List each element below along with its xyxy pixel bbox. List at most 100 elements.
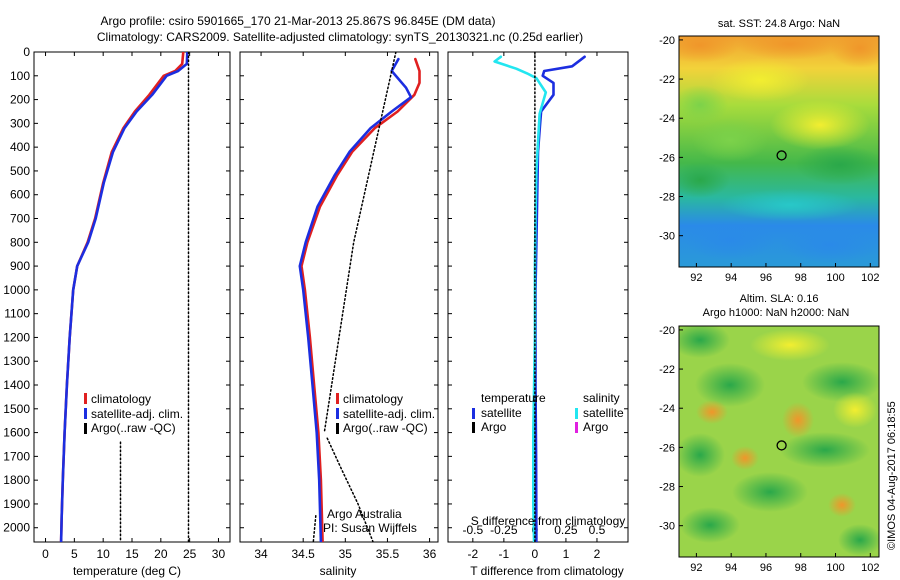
sla-orange-patch — [782, 402, 814, 438]
map-y-tick-label: -24 — [659, 113, 675, 125]
legend-label-satellite: satellite-adj. clim. — [91, 407, 183, 421]
sla-map-field — [679, 326, 879, 557]
sst-map-axes: 92 94 96 98 100 102 -20 -22 -24 -26 -28 -30 — [659, 35, 879, 284]
map-y-tick-label: -24 — [659, 403, 675, 415]
y-tick-label: 200 — [10, 93, 30, 107]
x-tick-label: 35.5 — [376, 547, 400, 561]
sst-lightgreen-patch — [692, 118, 768, 162]
y-tick-label: 2000 — [3, 521, 30, 535]
legend-swatch-climatology — [336, 393, 339, 404]
map-x-tick-label: 94 — [725, 272, 737, 284]
y-tick-label: 400 — [10, 140, 30, 154]
legend-label-climatology: climatology — [343, 392, 403, 406]
y-tick-label: 1500 — [3, 402, 30, 416]
argo-location-marker — [776, 150, 787, 161]
map-y-tick-label: -26 — [659, 152, 675, 164]
imos-credit: ©IMOS 04-Aug-2017 06:18:55 — [886, 401, 898, 550]
salinity-xlabel: salinity — [320, 564, 357, 578]
y-tick-label: 1400 — [3, 378, 30, 392]
sla-green-patch — [679, 326, 730, 358]
y-tick-label: 1700 — [3, 449, 30, 463]
sst-green-patch — [679, 162, 730, 198]
series-line-salinity-satellite — [493, 55, 548, 542]
x-tick-label: 0 — [42, 547, 49, 561]
legend-swatch-t-satellite — [472, 408, 475, 419]
map-x-tick-label: 98 — [795, 562, 807, 574]
legend-swatch-climatology — [84, 393, 87, 404]
x-tick-label: 10 — [96, 547, 110, 561]
sst-warm-patch — [679, 36, 740, 63]
difference-axes: -2 -1 0 1 2-0.5 -0.25 0 0.25 0.5 — [448, 51, 628, 561]
legend-label-climatology: climatology — [91, 392, 151, 406]
difference-series — [493, 52, 586, 542]
x-tick-label: 5 — [71, 547, 78, 561]
x-tick-label: 15 — [125, 547, 139, 561]
sst-blue-patch — [685, 220, 775, 260]
y-tick-label: 800 — [10, 235, 30, 249]
series-line-temperature-satellite — [534, 55, 586, 542]
legend-label-argo: Argo(..raw -QC) — [343, 421, 428, 435]
series-line-argo-raw-qc- — [326, 436, 374, 542]
sla-map-subtitle: Argo h1000: NaN h2000: NaN — [703, 307, 850, 319]
map-x-tick-label: 100 — [826, 272, 844, 284]
series-line-satellite-adj-clim- — [298, 57, 413, 542]
sla-green-patch — [838, 524, 879, 556]
map-y-tick-label: -20 — [659, 325, 675, 337]
argo-location-marker — [776, 440, 787, 451]
s-tick-label: -0.5 — [462, 523, 483, 537]
legend-swatch-argo — [336, 423, 339, 434]
legend-heading-salinity: salinity — [583, 391, 620, 405]
x-tick-label: 30 — [212, 547, 226, 561]
sla-green-patch — [802, 362, 879, 402]
map-x-tick-label: 96 — [760, 562, 772, 574]
s-tick-label: 0.25 — [554, 523, 578, 537]
x-tick-label: 0 — [532, 547, 539, 561]
map-x-tick-label: 96 — [760, 272, 772, 284]
legend-heading-temperature: temperature — [481, 391, 546, 405]
sst-yellow-patch — [710, 58, 810, 102]
map-y-tick-label: -30 — [659, 231, 675, 243]
x-tick-label: 25 — [183, 547, 197, 561]
sst-warm-patch — [830, 36, 879, 68]
map-y-tick-label: -22 — [659, 74, 675, 86]
sla-orange-patch — [696, 400, 728, 424]
annotation-argo-australia: Argo Australia — [327, 507, 402, 521]
map-y-tick-label: -28 — [659, 482, 675, 494]
sst-cyan-patch — [720, 189, 860, 221]
x-tick-label: 34 — [254, 547, 268, 561]
y-tick-label: 1300 — [3, 354, 30, 368]
map-x-tick-label: 100 — [826, 562, 844, 574]
y-tick-label: 600 — [10, 188, 30, 202]
x-tick-label: -1 — [499, 547, 510, 561]
salinity-legend: climatology satellite-adj. clim. Argo(..… — [323, 392, 435, 535]
sst-map-title: sat. SST: 24.8 Argo: NaN — [718, 18, 840, 30]
annotation-pi: PI: Susan Wijffels — [323, 521, 417, 535]
map-x-tick-label: 98 — [795, 272, 807, 284]
series-line-satellite-adj-clim- — [59, 52, 189, 542]
sst-map-field — [679, 36, 879, 267]
map-y-tick-label: -30 — [659, 521, 675, 533]
legend-label-argo: Argo(..raw -QC) — [91, 421, 176, 435]
temperature-xlabel: temperature (deg C) — [73, 564, 181, 578]
y-tick-label: 1600 — [3, 426, 30, 440]
y-tick-label: 1200 — [3, 330, 30, 344]
series-line-climatology — [59, 52, 185, 542]
legend-label-t-argo: Argo — [481, 420, 507, 434]
figure-subtitle: Climatology: CARS2009. Satellite-adjuste… — [97, 30, 583, 44]
map-x-tick-label: 94 — [725, 562, 737, 574]
salinity-series — [298, 52, 421, 542]
y-tick-label: 500 — [10, 164, 30, 178]
y-tick-label: 1900 — [3, 497, 30, 511]
map-x-tick-label: 102 — [861, 562, 879, 574]
legend-label-satellite: satellite-adj. clim. — [343, 407, 435, 421]
x-tick-label: 1 — [563, 547, 570, 561]
sla-orange-patch — [828, 493, 856, 517]
sst-blue-patch — [780, 227, 879, 263]
sla-green-patch — [695, 363, 765, 407]
legend-label-s-satellite: satellite — [583, 406, 624, 420]
sla-green-patch — [780, 432, 870, 468]
temperature-axes: 0 5 10 15 20 25 300100200300400500600700800900… — [3, 45, 230, 561]
sla-map-title: Altim. SLA: 0.16 — [740, 293, 819, 305]
sst-green-patch — [795, 145, 879, 185]
sst-map-frame — [678, 35, 880, 268]
